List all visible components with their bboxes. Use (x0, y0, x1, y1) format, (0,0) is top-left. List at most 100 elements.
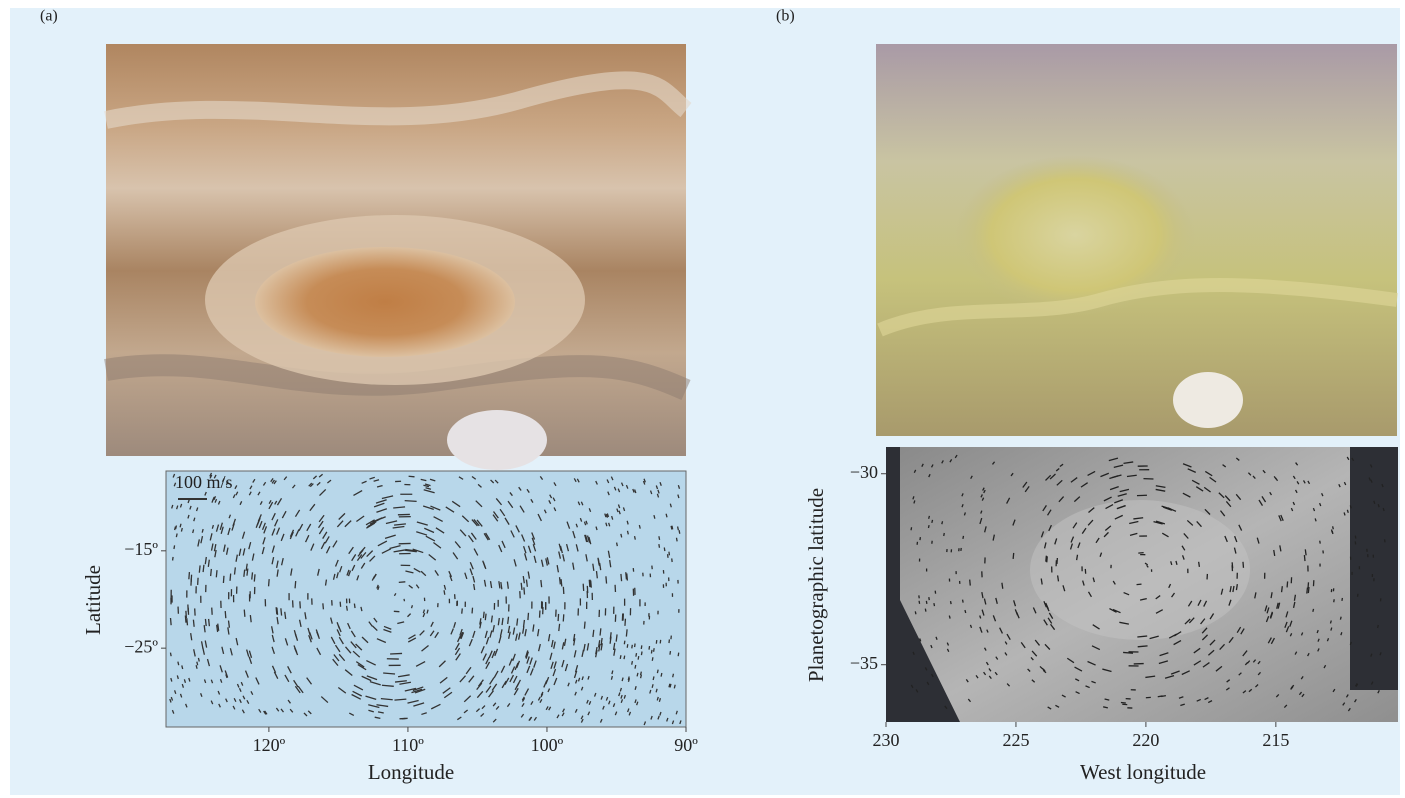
plot-area (166, 471, 686, 727)
velocity-vector (254, 574, 255, 581)
velocity-vector (632, 645, 633, 649)
velocity-vector (199, 565, 200, 572)
velocity-vector (1058, 575, 1059, 581)
velocity-vector (1378, 504, 1379, 507)
velocity-vector (462, 608, 463, 613)
velocity-vector (1077, 555, 1078, 560)
velocity-vector (483, 612, 484, 618)
velocity-vector (1041, 579, 1042, 585)
velocity-vector (678, 527, 679, 531)
velocity-vector (276, 607, 277, 614)
y-tick-label: −30 (850, 462, 878, 482)
velocity-vector (1047, 556, 1048, 562)
velocity-vector (635, 644, 636, 648)
velocity-vector (1347, 510, 1348, 513)
velocity-vector (1232, 562, 1233, 568)
velocity-vector (1350, 505, 1351, 508)
velocity-vector (965, 610, 966, 613)
x-tick-label: 225 (1002, 730, 1029, 750)
velocity-vector (670, 651, 671, 655)
velocity-vector (659, 544, 660, 548)
velocity-vector (928, 525, 929, 528)
velocity-vector (657, 670, 658, 674)
velocity-vector (627, 573, 628, 580)
velocity-vector (521, 583, 522, 590)
velocity-vector (963, 600, 964, 603)
velocity-vector (911, 527, 912, 530)
velocity-vector (508, 617, 509, 624)
velocity-vector (198, 658, 199, 662)
velocity-vector (187, 618, 188, 625)
velocity-vector (202, 529, 203, 533)
velocity-vector (1355, 536, 1356, 539)
velocity-vector (250, 615, 251, 622)
velocity-vector (225, 611, 226, 618)
velocity-vector (676, 538, 677, 542)
velocity-vector (616, 634, 617, 641)
velocity-vector (942, 521, 943, 524)
velocity-vector (185, 616, 186, 623)
y-axis-title: Planetographic latitude (804, 488, 828, 682)
velocity-vector (621, 574, 622, 581)
velocity-vector (295, 581, 296, 588)
velocity-vector (590, 580, 591, 587)
velocity-vector (1138, 646, 1148, 647)
velocity-vector (669, 684, 670, 688)
velocity-vector (252, 572, 253, 579)
velocity-vector (1282, 586, 1283, 592)
velocity-vector (180, 524, 181, 528)
velocity-vector (1374, 501, 1375, 504)
velocity-vector (541, 580, 542, 587)
velocity-vector (209, 619, 210, 626)
velocity-vector (247, 569, 248, 576)
velocity-vector (1383, 508, 1384, 511)
velocity-vector (1333, 526, 1334, 529)
velocity-vector (620, 655, 621, 659)
velocity-vector (913, 496, 914, 499)
velocity-vector (635, 536, 636, 540)
velocity-vector (641, 645, 642, 649)
velocity-vector (1002, 583, 1003, 589)
velocity-vector (1344, 512, 1345, 515)
velocity-vector (925, 609, 926, 612)
velocity-vector (584, 622, 585, 629)
velocity-vector (664, 547, 665, 551)
velocity-vector (964, 512, 965, 515)
velocity-vector (244, 570, 245, 577)
velocity-vector (659, 536, 660, 540)
velocity-vector (1199, 562, 1200, 567)
velocity-vector (1331, 628, 1332, 631)
velocity-vector (1320, 541, 1321, 544)
y-tick-label: −35 (850, 653, 878, 673)
x-tick-label: 230 (873, 730, 900, 750)
vortex-image (1030, 500, 1250, 640)
velocity-vector (666, 514, 667, 518)
velocity-vector (197, 662, 198, 666)
panel-label: (b) (776, 8, 795, 25)
velocity-vector (672, 526, 673, 530)
velocity-vector (1307, 588, 1308, 594)
velocity-vector (1304, 555, 1305, 561)
velocity-vector (669, 552, 670, 556)
x-tick-label: 120º (253, 735, 286, 755)
velocity-vector (970, 580, 971, 586)
velocity-vector (1332, 531, 1333, 534)
velocity-vector (1243, 562, 1244, 568)
velocity-vector (951, 601, 952, 604)
velocity-vector (617, 543, 618, 547)
velocity-vector (390, 653, 402, 654)
x-tick-label: 100º (531, 735, 564, 755)
velocity-vector (1123, 652, 1133, 653)
velocity-vector (980, 615, 981, 618)
jupiter-image (106, 44, 686, 470)
velocity-vector (637, 673, 638, 677)
velocity-vector (189, 572, 190, 579)
velocity-vector (622, 678, 623, 682)
velocity-vector (234, 567, 235, 574)
velocity-vector (524, 587, 525, 594)
velocity-vector (654, 515, 655, 519)
y-tick-label: −15º (124, 539, 158, 559)
x-tick-label: 220 (1132, 730, 1159, 750)
velocity-vector (606, 576, 607, 583)
velocity-vector (559, 624, 560, 631)
